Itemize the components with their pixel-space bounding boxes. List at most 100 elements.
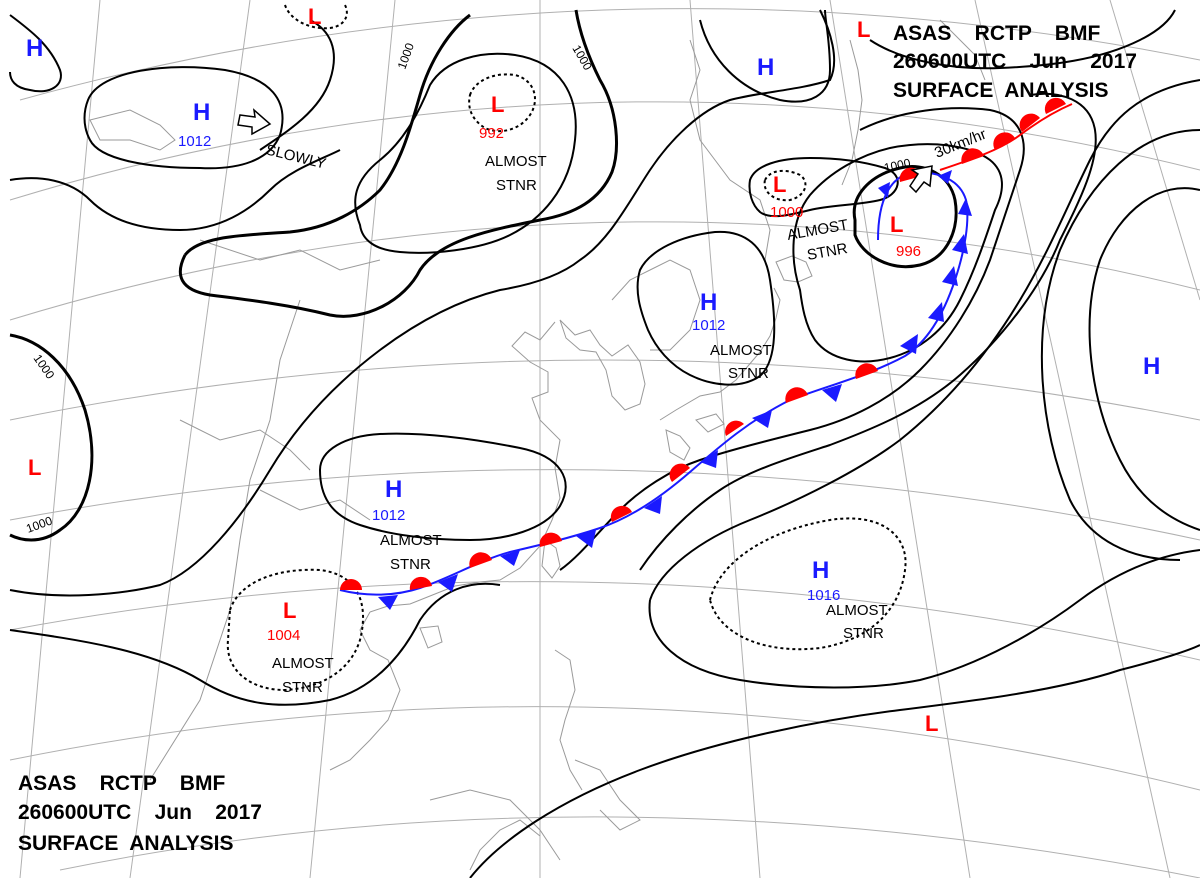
header-top-line2: 260600UTC Jun 2017: [893, 50, 1137, 73]
borneo-coast: [429, 789, 561, 861]
japan-kyushu: [665, 429, 691, 461]
isobar-low-outer: [792, 143, 1003, 363]
isobar-china-big: [9, 9, 836, 597]
header-bottom-line2: 260600UTC Jun 2017: [18, 801, 262, 824]
low-symbol: L: [308, 4, 321, 29]
isobar-top-right: [869, 9, 1176, 70]
isobar-1000-main: [178, 9, 618, 318]
isobar-label: 1000: [569, 43, 595, 73]
low-pressure-value: 1004: [267, 627, 300, 644]
philippines-south: [574, 759, 641, 831]
isobar-992-outer: [354, 52, 577, 254]
isobar-upper-ridge: [699, 9, 832, 103]
low-pressure-value: 992: [479, 125, 504, 142]
stnr-label: STNR: [843, 625, 884, 642]
low-symbol: L: [773, 172, 786, 197]
header-top-line1: ASAS RCTP BMF: [893, 22, 1100, 45]
dashed-isobar-1004: [226, 568, 365, 692]
almost-label: ALMOST: [380, 532, 442, 549]
header-top-line3: SURFACE ANALYSIS: [893, 79, 1109, 102]
inland-border-b: [149, 299, 301, 781]
low-pressure-value: 1000: [770, 204, 803, 221]
motion-arrows: [237, 108, 933, 194]
high-pressure-value: 1012: [178, 133, 211, 150]
philippines-luzon: [554, 649, 583, 791]
japan-honshu: [659, 287, 781, 421]
low-symbol: L: [491, 92, 504, 117]
low-symbol: L: [283, 598, 296, 623]
high-symbol: H: [385, 476, 402, 503]
high-pressure-value: 1012: [372, 507, 405, 524]
header-bottom-line1: ASAS RCTP BMF: [18, 772, 225, 795]
low-symbol: L: [925, 711, 938, 736]
high-pressure-value: 1012: [692, 317, 725, 334]
isobar-pacific-south: [648, 549, 1200, 689]
low-symbol: L: [857, 17, 870, 42]
motion-label-slowly: SLOWLY: [264, 141, 328, 172]
china-coast: [369, 321, 561, 613]
isobar-996: [852, 165, 958, 268]
header-bottom-line3: SURFACE ANALYSIS: [18, 832, 234, 855]
high-symbol: H: [1143, 353, 1160, 380]
isobar-low-1000: [748, 156, 899, 218]
isobar-baikal-high: [83, 66, 284, 170]
high-pressure-value: 1016: [807, 587, 840, 604]
almost-label: ALMOST: [272, 655, 334, 672]
stnr-label: STNR: [496, 177, 537, 194]
isobar-upper-left: [9, 14, 62, 93]
high-symbol: H: [700, 289, 717, 316]
high-symbol: H: [757, 54, 774, 81]
isobar-outer-ring-a: [559, 107, 1025, 571]
graticule: [9, 0, 1200, 878]
warm-front-north: [939, 97, 1073, 171]
header-top: ASAS RCTP BMF 260600UTC Jun 2017 SURFACE…: [893, 22, 1137, 102]
hainan: [419, 625, 443, 649]
high-symbol: H: [812, 557, 829, 584]
isobars: [9, 9, 1200, 878]
dashed-isobar-1000: [763, 169, 807, 202]
inland-border-d: [259, 489, 371, 521]
isobar-east-ring-1: [1088, 187, 1200, 531]
gulf-coast: [469, 819, 541, 871]
stationary-front: [339, 167, 972, 610]
isobar-pacific-far: [469, 644, 1200, 878]
motion-arrow-30kmhr: [909, 165, 933, 194]
russia-coast: [689, 39, 771, 281]
inland-border-a: [199, 239, 381, 271]
header-bottom: ASAS RCTP BMF 260600UTC Jun 2017 SURFACE…: [18, 772, 262, 855]
dashed-isobar-1016: [708, 517, 907, 651]
high-symbol: H: [193, 99, 210, 126]
low-symbol: L: [28, 455, 41, 480]
isobar-china-high: [318, 432, 567, 542]
stnr-label: STNR: [806, 240, 849, 264]
indochina-coast: [329, 611, 401, 771]
isobar-label: 1000: [883, 156, 912, 175]
stnr-label: STNR: [390, 556, 431, 573]
isobar-label: 1000: [395, 41, 417, 71]
isobar-east-ring-2: [1040, 129, 1200, 561]
coastlines: [89, 19, 986, 871]
inland-border-c: [179, 419, 311, 471]
dashed-isobar-top-low: [284, 4, 348, 30]
low-symbol: L: [890, 212, 903, 237]
isobar-labels: 1000 1000 1000 1000 1000: [24, 41, 912, 536]
isobar-indochina: [9, 582, 501, 706]
korea-peninsula: [559, 319, 646, 411]
almost-label: ALMOST: [826, 602, 888, 619]
taiwan: [541, 539, 561, 579]
isobar-east-ring-3: [649, 79, 1200, 601]
dashed-isobars: [226, 4, 907, 692]
isobar-korea-high: [636, 230, 776, 386]
high-symbol: H: [26, 35, 43, 62]
isobar-1000-west: [9, 333, 94, 542]
low-pressure-centers: L L 992 L L 1000 L 996 L L 1004 L: [28, 4, 938, 736]
almost-label: ALMOST: [485, 153, 547, 170]
japan-shikoku: [695, 413, 725, 433]
manchuria-coast: [611, 259, 701, 351]
cold-front-triangles: [378, 170, 972, 610]
isobar-1000-north: [183, 13, 471, 256]
motion-arrow-slowly: [237, 108, 272, 136]
almost-label: ALMOST: [710, 342, 772, 359]
high-pressure-centers: H H 1012 H H 1012 H 1012 H 1016 H: [26, 35, 1160, 604]
